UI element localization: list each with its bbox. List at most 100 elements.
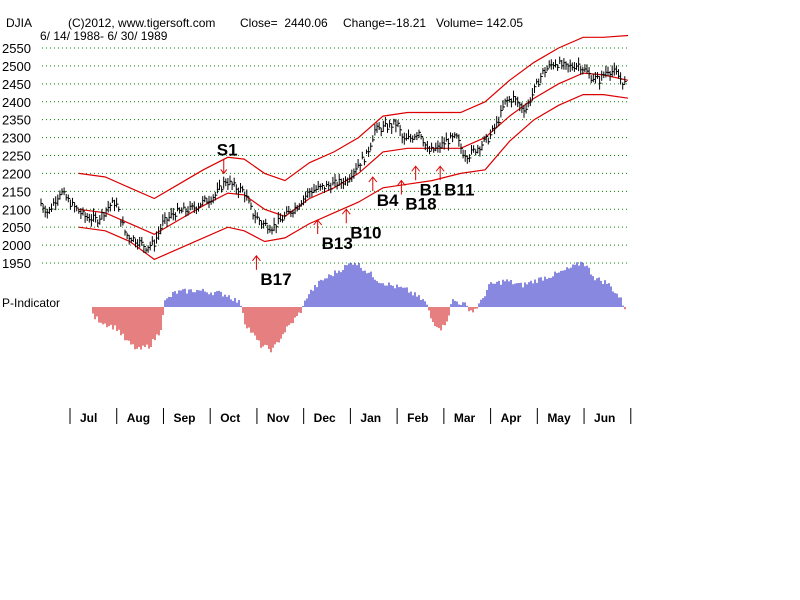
price-bar: [229, 175, 232, 185]
price-bar: [544, 67, 547, 78]
header-symbol: DJIA: [6, 16, 33, 30]
sell-arrow-head: [220, 169, 228, 175]
month-label-oct: Oct: [220, 411, 240, 425]
price-bar: [458, 134, 461, 147]
price-bar: [124, 229, 127, 236]
buy-arrow-head: [313, 219, 323, 226]
price-bar: [447, 138, 451, 151]
price-bar: [599, 76, 602, 90]
signal-b13: B13: [313, 219, 353, 253]
price-bar: [578, 57, 581, 72]
ytick-label-2450: 2450: [2, 77, 31, 92]
buy-arrow-head: [341, 208, 351, 215]
month-label-apr: Apr: [501, 411, 522, 425]
price-bar: [82, 207, 85, 216]
price-bar: [399, 124, 403, 137]
price-bar: [481, 140, 484, 151]
price-axis-ticks: 1950 2000 2050 2100 2150 2200 2250 2300 2350 2400…: [2, 41, 31, 271]
price-bar: [174, 212, 178, 221]
price-bar: [69, 199, 73, 210]
ytick-label-2500: 2500: [2, 59, 31, 74]
price-bar: [538, 78, 541, 87]
price-bar: [187, 206, 190, 216]
ytick-label-2050: 2050: [2, 220, 31, 235]
signal-b11: B11: [435, 165, 474, 199]
p-indicator-histogram: [92, 261, 626, 353]
price-bar: [143, 243, 146, 254]
price-bar: [525, 102, 529, 114]
month-label-aug: Aug: [127, 411, 150, 425]
signal-s1: S1: [217, 140, 238, 175]
price-bar: [489, 129, 493, 140]
price-bar: [242, 185, 245, 193]
signal-label: B17: [260, 270, 291, 289]
price-bar: [63, 187, 67, 196]
price-bar: [181, 207, 184, 214]
price-bar: [265, 218, 268, 227]
price-bar: [183, 202, 186, 210]
price-bar: [204, 195, 207, 203]
price-bar: [246, 189, 249, 201]
price-bar: [122, 216, 125, 226]
month-label-may: May: [547, 411, 571, 425]
buy-arrow-head: [396, 179, 406, 186]
month-label-feb: Feb: [407, 411, 428, 425]
upper-band-line: [78, 34, 629, 200]
month-label-jun: Jun: [594, 411, 615, 425]
price-bar: [387, 123, 390, 133]
buy-arrow-head: [435, 165, 445, 172]
signal-label: B4: [377, 191, 399, 210]
price-bar: [540, 72, 543, 84]
signal-label: B18: [405, 195, 436, 214]
price-bar: [275, 224, 279, 234]
price-bar: [334, 174, 337, 188]
price-bar: [51, 203, 54, 213]
month-label-sep: Sep: [173, 411, 195, 425]
price-bar: [233, 177, 237, 187]
price-bar: [431, 142, 434, 151]
price-bar: [40, 198, 43, 207]
month-label-dec: Dec: [314, 411, 336, 425]
buy-arrow-head: [368, 176, 378, 183]
ytick-label-2000: 2000: [2, 238, 31, 253]
price-bar: [149, 241, 153, 251]
price-bar: [500, 105, 503, 118]
price-bar: [498, 116, 501, 127]
signal-label: B10: [350, 223, 381, 242]
signal-b10: B10: [341, 208, 381, 242]
price-bar: [214, 191, 218, 201]
price-bar: [473, 145, 476, 153]
price-bar: [284, 211, 287, 220]
price-bar: [391, 123, 394, 134]
price-bar: [384, 117, 388, 127]
header-copyright: (C)2012, www.tigersoft.com: [68, 16, 216, 30]
price-bar: [546, 65, 550, 72]
ytick-label-1950: 1950: [2, 256, 31, 271]
signal-b17: B17: [252, 255, 292, 289]
price-bar: [529, 97, 533, 107]
price-bar: [256, 212, 260, 220]
price-bar: [443, 137, 447, 150]
header-change: Change=-18.21: [343, 16, 427, 30]
price-bar: [76, 205, 79, 212]
signal-b1: B1: [411, 165, 441, 199]
header-close: Close= 2440.06: [240, 16, 328, 30]
price-bar: [485, 133, 489, 143]
header-date-range: 6/ 14/ 1988- 6/ 30/ 1989: [40, 29, 168, 43]
ytick-label-2250: 2250: [2, 149, 31, 164]
price-bar: [116, 197, 119, 208]
price-bar: [418, 129, 421, 138]
month-label-jul: Jul: [80, 411, 97, 425]
price-bar: [95, 212, 98, 223]
price-bar: [502, 100, 505, 111]
middle-band-line: [78, 72, 629, 235]
ytick-label-2400: 2400: [2, 95, 31, 110]
buy-arrow-head: [411, 165, 421, 172]
price-bar: [372, 135, 375, 143]
price-bar: [620, 72, 623, 85]
price-bar: [363, 158, 367, 166]
price-bar: [468, 154, 472, 163]
price-bar: [624, 76, 627, 85]
